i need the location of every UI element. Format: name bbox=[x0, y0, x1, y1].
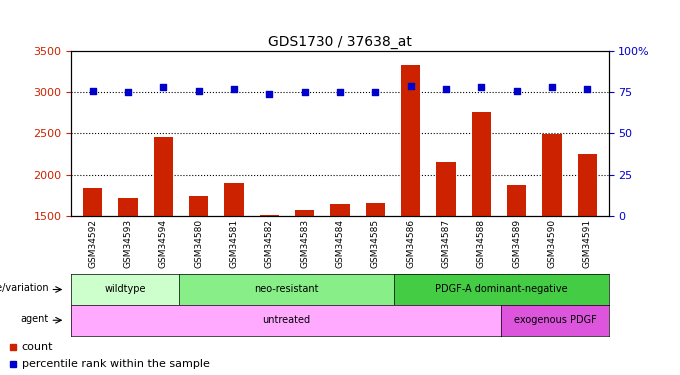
Bar bbox=[578, 154, 597, 340]
Bar bbox=[118, 198, 137, 340]
Bar bbox=[366, 203, 385, 340]
Point bbox=[193, 88, 204, 94]
Bar bbox=[83, 188, 102, 340]
Bar bbox=[437, 162, 456, 340]
Bar bbox=[543, 134, 562, 340]
Point bbox=[370, 89, 381, 95]
Point bbox=[299, 89, 310, 95]
Bar bbox=[401, 65, 420, 340]
Point bbox=[476, 84, 487, 90]
Point bbox=[228, 86, 239, 92]
Text: exogenous PDGF: exogenous PDGF bbox=[513, 315, 596, 325]
Bar bbox=[295, 210, 314, 340]
Text: count: count bbox=[22, 342, 53, 352]
Point bbox=[87, 88, 98, 94]
Text: untreated: untreated bbox=[262, 315, 310, 325]
Bar bbox=[472, 112, 491, 340]
Text: genotype/variation: genotype/variation bbox=[0, 283, 49, 293]
Point bbox=[511, 88, 522, 94]
Point bbox=[264, 91, 275, 97]
Bar bbox=[154, 137, 173, 340]
Title: GDS1730 / 37638_at: GDS1730 / 37638_at bbox=[268, 34, 412, 49]
Text: PDGF-A dominant-negative: PDGF-A dominant-negative bbox=[435, 285, 568, 294]
Bar bbox=[507, 184, 526, 340]
Text: agent: agent bbox=[20, 314, 49, 324]
Text: wildtype: wildtype bbox=[104, 285, 146, 294]
Bar bbox=[260, 215, 279, 340]
Text: neo-resistant: neo-resistant bbox=[254, 285, 318, 294]
Bar bbox=[330, 204, 350, 340]
Text: percentile rank within the sample: percentile rank within the sample bbox=[22, 359, 209, 369]
Point bbox=[441, 86, 452, 92]
Point bbox=[582, 86, 593, 92]
Bar bbox=[224, 183, 243, 340]
Point bbox=[547, 84, 558, 90]
Bar bbox=[189, 196, 208, 340]
Point bbox=[158, 84, 169, 90]
Point bbox=[405, 82, 416, 88]
Point bbox=[122, 89, 133, 95]
Point bbox=[335, 89, 345, 95]
